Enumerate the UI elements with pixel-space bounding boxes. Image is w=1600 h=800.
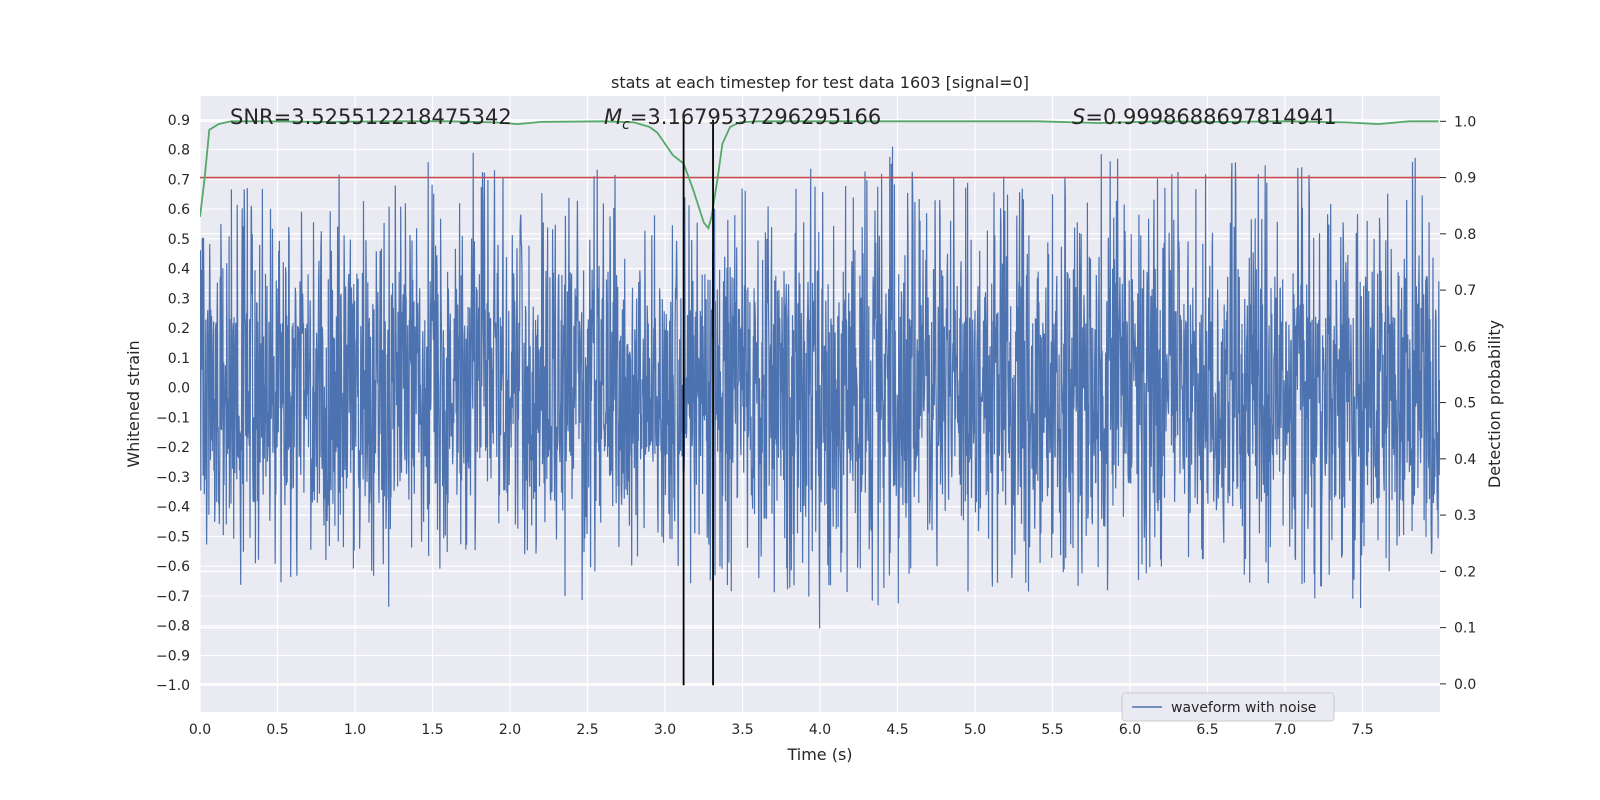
y-tick-label: −0.3: [156, 470, 190, 486]
y-tick-label: 0.6: [168, 202, 190, 218]
y-right-tick-label: 0.9: [1454, 171, 1476, 187]
y-tick-label: 0.7: [168, 172, 190, 188]
y-tick-label: 0.3: [168, 291, 190, 307]
x-tick-label: 7.0: [1274, 722, 1296, 738]
legend-box: [1121, 692, 1335, 722]
overlays: [682, 119, 714, 686]
y-right-tick-label: 0.5: [1454, 396, 1476, 412]
s-symbol: S: [1072, 105, 1085, 129]
y-tick-label: −0.4: [156, 500, 190, 516]
x-tick-label: 5.0: [964, 722, 986, 738]
y-right-tick-label: 0.1: [1454, 621, 1476, 637]
x-tick-label: 0.5: [266, 722, 288, 738]
y-tick-label: −0.5: [156, 529, 190, 545]
x-tick-label: 1.5: [421, 722, 443, 738]
s-annotation: S=0.9998688697814941: [1072, 105, 1337, 129]
y-right-tick-label: 0.0: [1454, 677, 1476, 693]
x-tick-label: 6.5: [1196, 722, 1218, 738]
y-tick-label: 0.4: [168, 262, 190, 278]
series-detection-probability: [200, 120, 1439, 231]
chirp-mass-annotation: Mc=3.1679537296295166: [604, 105, 881, 133]
y-tick-label: −0.6: [156, 559, 190, 575]
y-right-tick-label: 0.7: [1454, 283, 1476, 299]
x-tick-label: 2.5: [576, 722, 598, 738]
x-tick-label: 7.5: [1351, 722, 1373, 738]
x-tick-label: 4.5: [886, 722, 908, 738]
y-right-tick-label: 0.3: [1454, 508, 1476, 524]
y-tick-label: 0.9: [168, 113, 190, 129]
chirp-mass-symbol: M: [604, 105, 622, 129]
y-tick-label: 0.5: [168, 232, 190, 248]
x-tick-label: 1.0: [344, 722, 366, 738]
snr-annotation: SNR=3.525512218475342: [230, 105, 512, 129]
x-tick-label: 2.0: [499, 722, 521, 738]
s-value: =0.9998688697814941: [1085, 105, 1336, 129]
y-right-tick-label: 0.2: [1454, 564, 1476, 580]
x-tick-label: 4.0: [809, 722, 831, 738]
x-tick-label: 3.5: [731, 722, 753, 738]
chirp-mass-subscript: c: [622, 117, 630, 133]
y-tick-label: 0.8: [168, 143, 190, 159]
y-tick-label: −0.1: [156, 410, 190, 426]
series-waveform-with-noise: [200, 146, 1440, 629]
chirp-mass-value: =3.1679537296295166: [630, 105, 881, 129]
y-tick-label: −1.0: [156, 678, 190, 694]
y-axis-right-label: Detection probability: [1485, 320, 1504, 488]
y-axis-ticks: 0.9 0.8 0.7 0.6 0.5 0.4 0.3 0.2 0.1 0.0 −0.1 −0.2 −0…: [156, 113, 190, 694]
y-tick-label: 0.1: [168, 351, 190, 367]
x-tick-label: 5.5: [1041, 722, 1063, 738]
x-tick-label: 0.0: [189, 722, 211, 738]
y-tick-label: −0.9: [156, 648, 190, 664]
y-right-tick-label: 0.4: [1454, 452, 1476, 468]
y-tick-label: −0.7: [156, 589, 190, 605]
chart-title: stats at each timestep for test data 160…: [611, 73, 1029, 92]
y-tick-label: 0.0: [168, 381, 190, 397]
plot-area: [200, 120, 1440, 629]
y-tick-label: 0.2: [168, 321, 190, 337]
y-axis-right-ticks: 1.0 0.9 0.8 0.7 0.6 0.5 0.4 0.3 0.2 0.1 0.0: [1440, 114, 1476, 693]
x-axis-label: Time (s): [786, 745, 852, 764]
y-right-tick-label: 0.6: [1454, 339, 1476, 355]
x-tick-label: 6.0: [1119, 722, 1141, 738]
series-group: [200, 120, 1440, 629]
legend: waveform with noise: [1121, 692, 1335, 722]
x-tick-label: 3.0: [654, 722, 676, 738]
y-tick-label: −0.2: [156, 440, 190, 456]
y-right-tick-label: 0.8: [1454, 227, 1476, 243]
x-axis-ticks: 0.0 0.5 1.0 1.5 2.0 2.5 3.0 3.5 4.0 4.5 5.0 5.5 6.0 6…: [189, 722, 1374, 738]
legend-label-waveform: waveform with noise: [1171, 700, 1316, 716]
y-axis-label: Whitened strain: [124, 340, 143, 467]
y-tick-label: −0.8: [156, 619, 190, 635]
y-right-tick-label: 1.0: [1454, 114, 1476, 130]
